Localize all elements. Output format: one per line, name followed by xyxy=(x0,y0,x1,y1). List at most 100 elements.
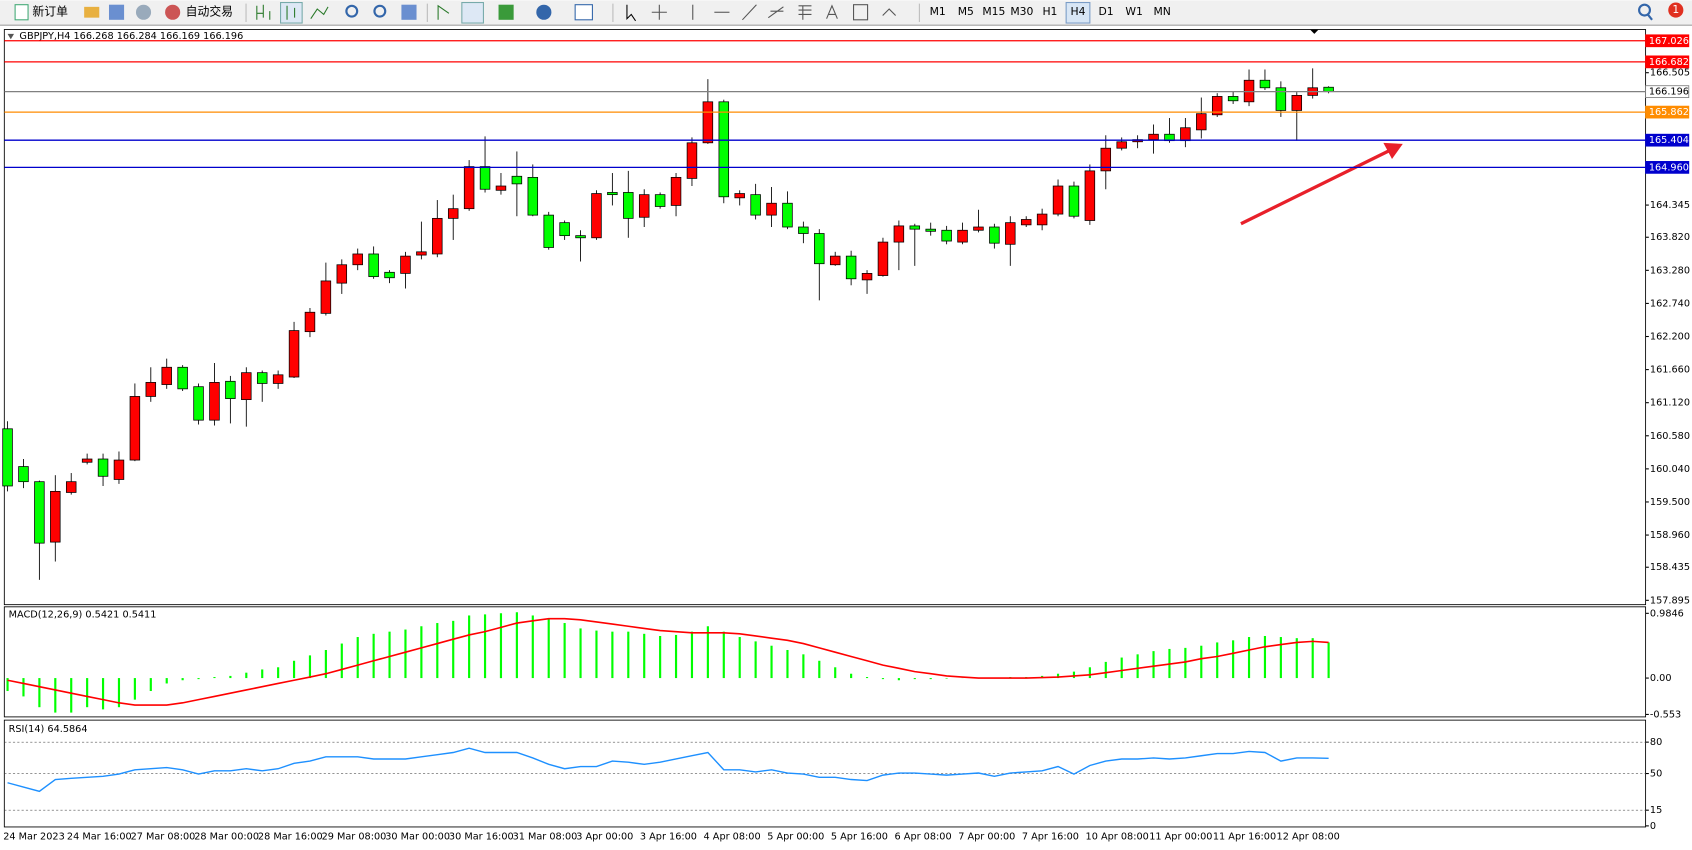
search-icon[interactable] xyxy=(1638,3,1651,17)
tile-icon[interactable] xyxy=(401,4,417,20)
channel-icon[interactable] xyxy=(767,6,784,19)
price-label-box xyxy=(1645,133,1690,147)
fibo-icon[interactable] xyxy=(798,5,812,20)
x-tick-label: 7 Apr 00:00 xyxy=(958,832,1015,843)
price-label-box xyxy=(1645,85,1690,99)
timeframe-label[interactable]: MN xyxy=(1153,5,1170,18)
new-order-button[interactable]: 新订单 xyxy=(32,5,68,19)
price-label-box xyxy=(1645,105,1690,119)
chart-title: GBPJPY,H4 166.268 166.284 166.169 166.19… xyxy=(19,31,243,42)
macd-panel-frame xyxy=(3,606,1647,718)
alert-badge[interactable] xyxy=(1668,2,1684,18)
indicators-icon[interactable] xyxy=(498,4,514,20)
candle-body xyxy=(304,311,316,333)
candle-body xyxy=(638,194,650,218)
tool-icon[interactable] xyxy=(108,4,125,20)
y-tick-label: 50 xyxy=(1650,769,1662,780)
candle-body xyxy=(654,194,666,207)
candle-body xyxy=(845,255,857,280)
y-tick-label: 163.280 xyxy=(1650,265,1690,276)
shift-icon[interactable] xyxy=(461,2,484,24)
y-tick-label: 160.580 xyxy=(1650,431,1690,442)
candle-body xyxy=(384,271,395,279)
candle-body xyxy=(1084,170,1096,221)
candle-body xyxy=(814,233,825,265)
timeframe-label[interactable]: M1 xyxy=(930,5,946,18)
x-tick-label: 5 Apr 16:00 xyxy=(831,832,888,843)
candle-body xyxy=(1180,127,1191,142)
candle-body xyxy=(463,166,475,210)
y-tick-label: 166.505 xyxy=(1650,68,1690,79)
timeframe-label[interactable]: M30 xyxy=(1010,5,1033,18)
candle-body xyxy=(336,264,348,284)
timeframe-label[interactable]: H1 xyxy=(1042,5,1057,18)
candle-body xyxy=(909,225,921,230)
x-tick-label: 10 Apr 08:00 xyxy=(1086,832,1149,843)
y-tick-label: 158.435 xyxy=(1650,562,1690,573)
candle-body xyxy=(798,226,809,234)
timeframe-label[interactable]: H4 xyxy=(1071,5,1086,18)
candle-body xyxy=(543,214,554,248)
timeframe-label[interactable]: M15 xyxy=(982,5,1005,18)
x-tick-label: 28 Mar 00:00 xyxy=(194,832,259,843)
candle-body xyxy=(718,101,730,198)
label-icon[interactable] xyxy=(853,4,869,21)
candle-body xyxy=(447,208,459,219)
candle-body xyxy=(225,380,236,399)
line-chart-icon[interactable] xyxy=(310,6,329,20)
price-label-box xyxy=(1645,34,1690,48)
candle-body xyxy=(957,229,968,243)
main-panel-frame xyxy=(3,29,1647,606)
candle-body xyxy=(1100,147,1112,172)
bar-chart-icon[interactable] xyxy=(256,4,271,20)
tool-icon[interactable] xyxy=(84,6,100,18)
zoom-out-icon[interactable] xyxy=(373,4,387,18)
y-tick-label: 0.9846 xyxy=(1650,608,1684,619)
candle-body xyxy=(1275,87,1287,111)
y-tick-label: 157.895 xyxy=(1650,595,1690,606)
candle-body xyxy=(161,366,172,385)
zoom-in-icon[interactable] xyxy=(345,4,359,18)
auto-trade-button[interactable]: 自动交易 xyxy=(186,5,233,19)
candle-body xyxy=(750,194,761,216)
periods-icon[interactable] xyxy=(536,4,552,20)
y-tick-label: 162.200 xyxy=(1650,332,1690,343)
timeframe-label[interactable]: W1 xyxy=(1125,5,1143,18)
candle-body xyxy=(400,255,411,274)
cursor-icon[interactable] xyxy=(626,4,637,22)
candle-body xyxy=(1116,141,1127,149)
toolbar-bg xyxy=(0,0,1692,26)
timeframe-label[interactable]: D1 xyxy=(1098,5,1113,18)
candle-body xyxy=(1211,96,1223,116)
y-tick-label: -0.553 xyxy=(1650,709,1681,720)
candle-body xyxy=(177,366,188,390)
candle-body xyxy=(416,251,427,256)
arrows-icon[interactable] xyxy=(882,8,897,16)
x-tick-label: 24 Mar 2023 xyxy=(3,832,65,843)
price-label: 164.960 xyxy=(1649,162,1689,173)
x-tick-label: 4 Apr 08:00 xyxy=(704,832,761,843)
candle-body xyxy=(702,101,714,144)
timeframe-button[interactable] xyxy=(1065,2,1091,24)
new-order-icon[interactable] xyxy=(14,4,29,21)
trendline-icon[interactable] xyxy=(742,4,757,21)
scroll-icon[interactable] xyxy=(437,4,450,20)
candle-body xyxy=(145,382,157,397)
annotation-arrow xyxy=(1240,148,1391,226)
auto-trade-icon[interactable] xyxy=(165,4,181,20)
candle-body xyxy=(861,273,873,281)
candle-body xyxy=(352,253,363,266)
search-icon-handle xyxy=(1646,13,1653,21)
x-tick-label: 7 Apr 16:00 xyxy=(1022,832,1079,843)
timeframe-label[interactable]: M5 xyxy=(958,5,974,18)
price-label: 166.196 xyxy=(1649,87,1689,98)
x-tick-label: 30 Mar 00:00 xyxy=(385,832,450,843)
alert-count: 1 xyxy=(1672,3,1679,16)
candle-body xyxy=(479,166,491,190)
text-icon[interactable] xyxy=(826,4,838,19)
tool-icon[interactable] xyxy=(135,4,152,20)
templates-icon[interactable] xyxy=(574,4,593,21)
crosshair-icon[interactable] xyxy=(651,4,667,20)
price-label: 165.862 xyxy=(1649,107,1689,118)
candle-icon[interactable] xyxy=(280,2,303,24)
